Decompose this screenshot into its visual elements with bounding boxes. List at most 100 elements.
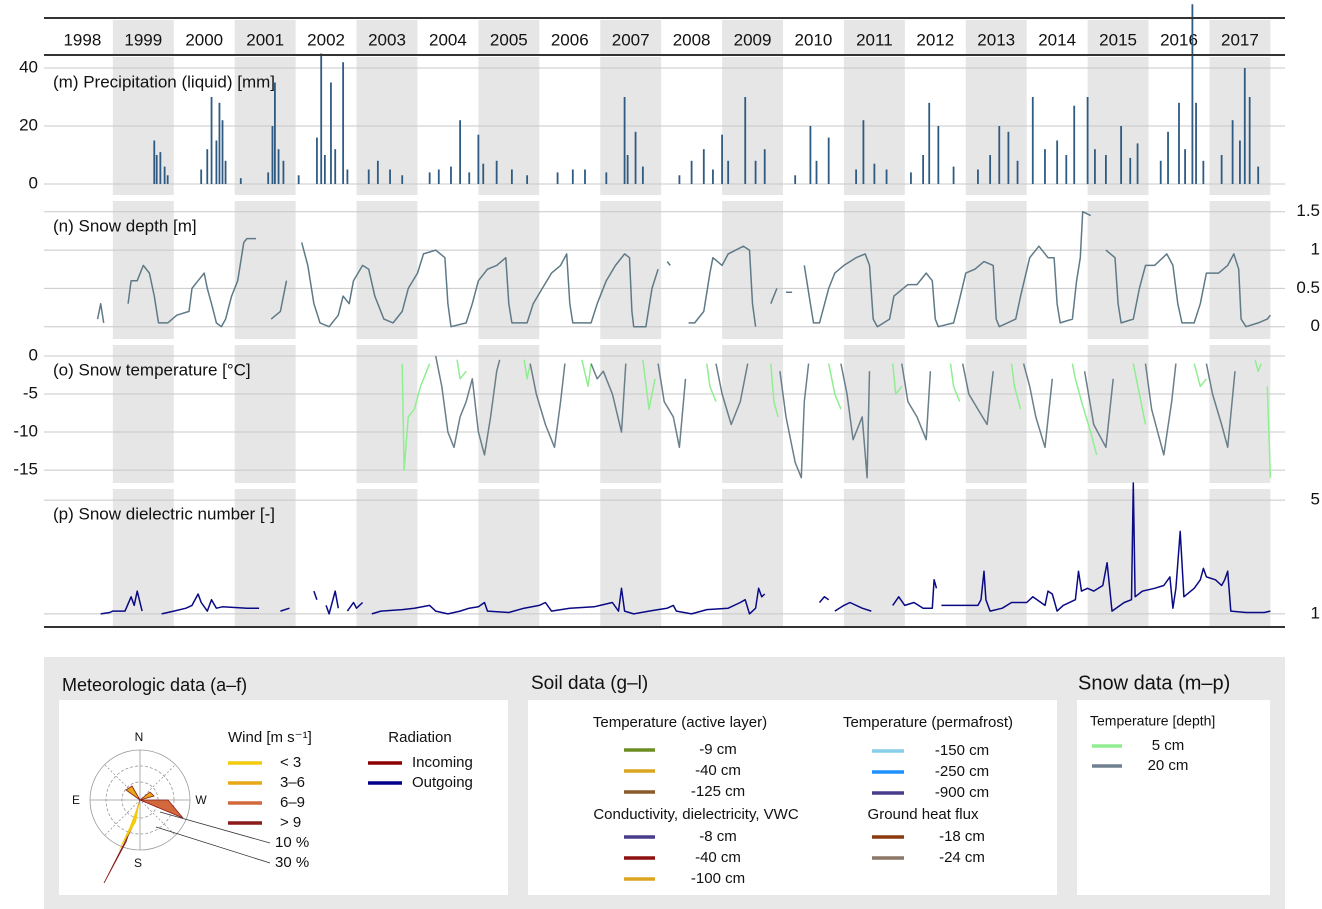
bar (437, 169, 440, 184)
year-band (722, 20, 783, 55)
x-tick-label: 2005 (490, 30, 528, 49)
bar (468, 172, 471, 184)
bar (873, 163, 876, 184)
legend-label: > 9 (280, 814, 301, 831)
bar (794, 175, 797, 184)
year-band (356, 20, 418, 55)
legend-group-title: Temperature (permafrost) (843, 714, 1013, 731)
legend-title: Soil data (g–l) (531, 673, 648, 694)
bar (1191, 4, 1194, 184)
legend-label: -125 cm (691, 783, 745, 800)
bar (744, 97, 747, 184)
bar (556, 172, 559, 184)
legend-group-title: Temperature [depth] (1090, 713, 1215, 729)
bar (1086, 97, 1089, 184)
bar (297, 175, 300, 184)
x-tick-label: 1999 (124, 30, 162, 49)
year-band (600, 20, 662, 55)
x-tick-label: 2001 (246, 30, 284, 49)
year-band (722, 345, 783, 483)
bar (155, 154, 158, 184)
year-band (843, 489, 905, 627)
bar (206, 149, 209, 184)
year-band (356, 201, 418, 339)
bar (1167, 131, 1169, 184)
bar (401, 175, 404, 184)
legend-group-title: Temperature (active layer) (593, 714, 767, 731)
panel-title: (o) Snow temperature [°C] (53, 360, 251, 379)
bar (827, 137, 830, 184)
bar (1159, 160, 1162, 184)
bar (727, 160, 730, 184)
bar (702, 149, 705, 184)
wind-rose (89, 749, 271, 884)
legend-label: < 3 (280, 754, 301, 771)
bar (763, 149, 766, 184)
bar (634, 131, 637, 184)
x-tick-label: 2006 (551, 30, 589, 49)
bar (389, 169, 391, 184)
bar (1248, 97, 1251, 184)
legend-group-title: Ground heat flux (868, 806, 979, 823)
y-tick-label: 1 (1311, 240, 1320, 259)
x-tick-label: 2016 (1160, 30, 1198, 49)
legend-label: Incoming (412, 754, 473, 771)
x-tick-label: 2014 (1038, 30, 1076, 49)
bar (239, 178, 242, 184)
year-band (1087, 201, 1149, 339)
y-tick-label: -15 (13, 460, 38, 479)
bar (1184, 149, 1186, 184)
bar (641, 166, 644, 184)
x-tick-label: 2007 (612, 30, 650, 49)
bar (273, 82, 276, 184)
legend-box (1077, 700, 1270, 895)
y-tick-label: -5 (23, 384, 38, 403)
bar (166, 175, 169, 184)
year-band (1209, 489, 1271, 627)
bar (928, 102, 931, 184)
bar (334, 149, 337, 184)
bar (862, 120, 865, 184)
year-band (478, 20, 540, 55)
bar (1044, 149, 1046, 184)
bar (1120, 126, 1123, 184)
legend-label: -9 cm (699, 741, 737, 758)
year-band (722, 201, 783, 339)
year-band (356, 489, 418, 627)
y-tick-label: 0 (1311, 316, 1320, 335)
legend-box (528, 700, 1057, 895)
bar (342, 62, 345, 184)
bar (690, 160, 693, 184)
bar (267, 172, 270, 184)
bar (282, 160, 285, 184)
wind-direction: W (195, 793, 207, 807)
bar (1231, 120, 1234, 184)
wind-direction: S (134, 856, 142, 870)
bar (159, 152, 162, 184)
bar (584, 169, 586, 184)
legend-label: -40 cm (695, 849, 741, 866)
year-band (1087, 345, 1149, 483)
year-band (965, 489, 1027, 627)
bar (998, 126, 1001, 184)
bar (885, 169, 888, 184)
year-band (722, 489, 783, 627)
bar (271, 126, 274, 184)
year-band (843, 345, 905, 483)
bar (754, 160, 757, 184)
bar (977, 169, 979, 184)
legend-label: 5 cm (1152, 737, 1185, 754)
y-tick-label: 1.5 (1296, 201, 1320, 220)
bar (712, 169, 714, 184)
bar (809, 126, 812, 184)
year-band (1087, 489, 1149, 627)
year-band (965, 345, 1027, 483)
x-tick-label: 2008 (673, 30, 711, 49)
bar (200, 169, 203, 184)
bar (215, 140, 218, 184)
legend-group-title: Wind [m s⁻¹] (228, 729, 312, 746)
bar (526, 175, 529, 184)
legend-label: -100 cm (691, 870, 745, 887)
x-tick-label: 2017 (1221, 30, 1259, 49)
legend-label: 3–6 (280, 774, 305, 791)
